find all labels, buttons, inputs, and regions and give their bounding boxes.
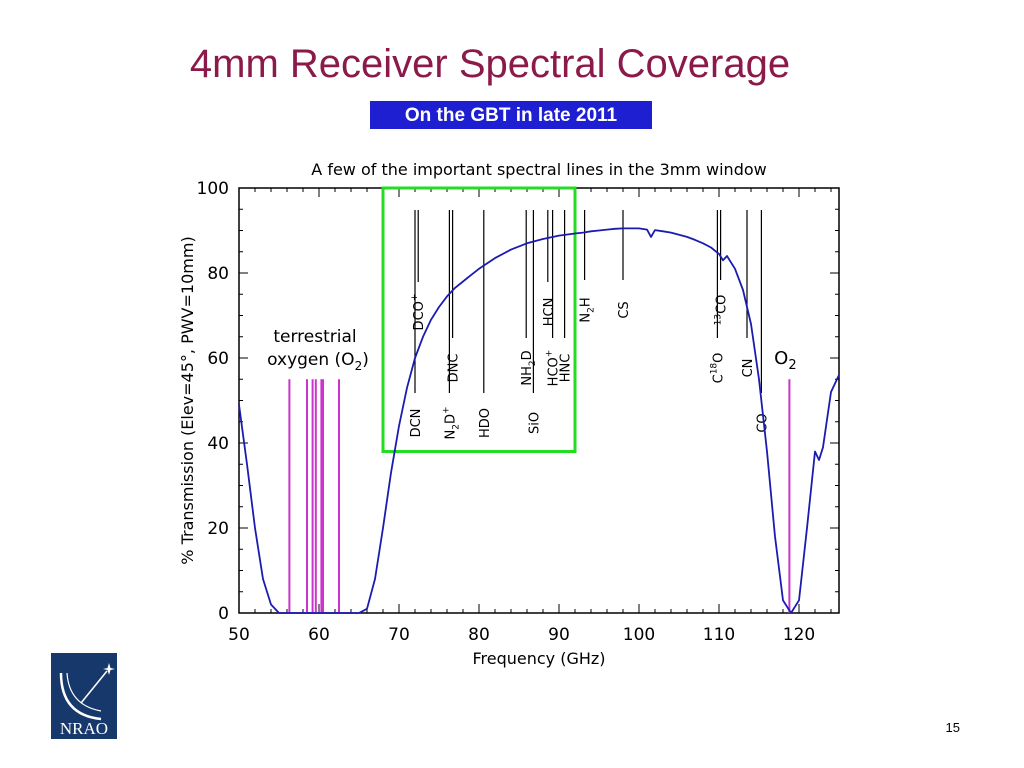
spectral-line-label: SiO bbox=[527, 412, 542, 434]
plot-frame bbox=[238, 187, 840, 614]
y-tick-label: 0 bbox=[218, 604, 229, 624]
highlight-box bbox=[381, 186, 577, 453]
spectral-line-label: HCN bbox=[542, 298, 557, 327]
spectral-line-label: C18O bbox=[709, 353, 726, 384]
x-tick-label: 80 bbox=[468, 625, 490, 645]
y-tick-label: 60 bbox=[207, 349, 229, 369]
spectral-line-label: N2D+ bbox=[441, 406, 461, 439]
y-tick-label: 20 bbox=[207, 519, 229, 539]
oxygen-label-line1: terrestrial bbox=[273, 327, 356, 347]
spectral-line-label: CO bbox=[755, 413, 770, 432]
x-tick-label: 70 bbox=[388, 625, 410, 645]
chart-title: A few of the important spectral lines in… bbox=[311, 160, 766, 179]
spectral-line-label: N2H bbox=[579, 297, 597, 322]
nrao-logo-icon: NRAO bbox=[51, 653, 117, 739]
slide-number: 15 bbox=[945, 720, 960, 735]
slide-title: 4mm Receiver Spectral Coverage bbox=[189, 42, 791, 86]
spectral-line-label: 13CO bbox=[714, 295, 730, 326]
o2-label: O2 bbox=[774, 348, 796, 373]
spectral-line-label: NH2D bbox=[520, 350, 538, 385]
y-tick-label: 100 bbox=[197, 179, 229, 199]
x-tick-label: 50 bbox=[228, 625, 250, 645]
y-tick-label: 80 bbox=[207, 264, 229, 284]
spectral-line-label: DCO+ bbox=[410, 294, 427, 331]
spectral-line-label: CS bbox=[617, 301, 632, 318]
logo-text: NRAO bbox=[60, 719, 108, 738]
transmission-curve bbox=[238, 227, 840, 614]
spectral-line-label: HNC bbox=[559, 354, 574, 383]
x-tick-label: 100 bbox=[623, 625, 655, 645]
spectral-line-label: DNC bbox=[447, 354, 462, 383]
spectral-line-label: HCO+ bbox=[545, 350, 562, 387]
oxygen-label-line2: oxygen (O2) bbox=[267, 350, 369, 373]
x-axis-label: Frequency (GHz) bbox=[472, 649, 605, 668]
x-tick-label: 120 bbox=[783, 625, 815, 645]
plot-area: A few of the important spectral lines in… bbox=[178, 160, 840, 668]
spectral-line-label: DCN bbox=[409, 409, 424, 438]
subtitle-banner: On the GBT in late 2011 bbox=[370, 101, 652, 129]
spectral-line-label: HDO bbox=[478, 408, 493, 438]
x-tick-label: 90 bbox=[548, 625, 570, 645]
x-tick-label: 60 bbox=[308, 625, 330, 645]
spectral-line-label: CN bbox=[741, 359, 756, 378]
y-axis-label: % Transmission (Elev=45°, PWV=10mm) bbox=[178, 236, 197, 564]
y-tick-label: 40 bbox=[207, 434, 229, 454]
x-tick-label: 110 bbox=[703, 625, 735, 645]
